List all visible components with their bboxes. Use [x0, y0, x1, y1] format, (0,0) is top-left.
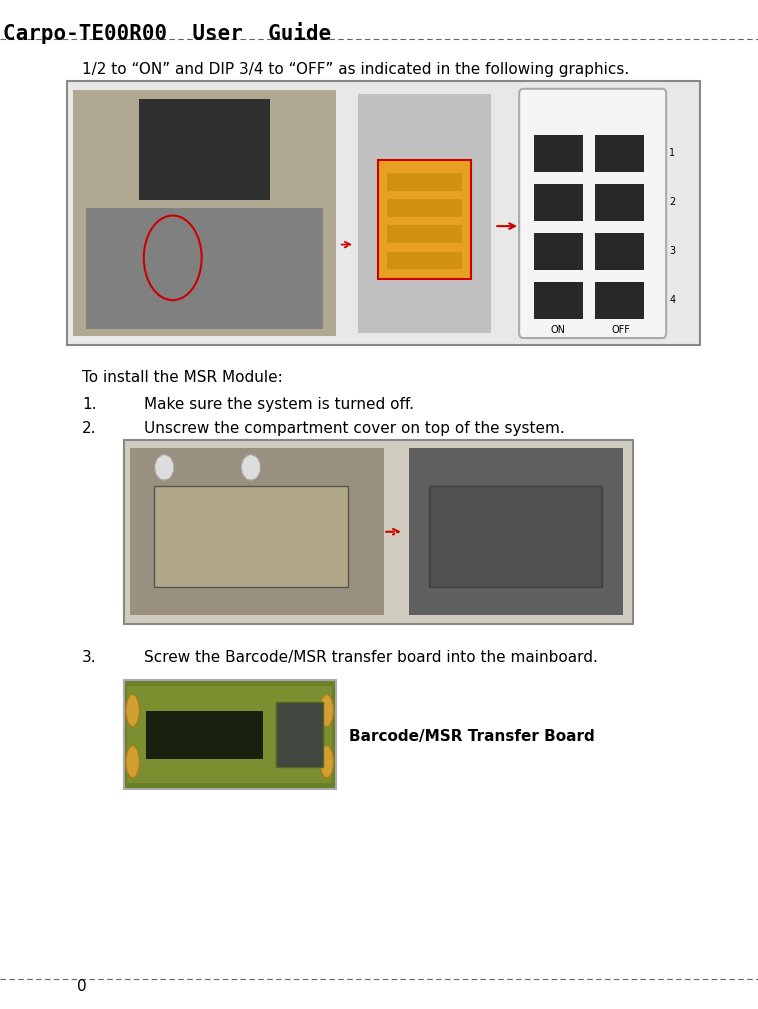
Bar [127, 686, 332, 783]
Text: ON: ON [550, 325, 565, 335]
Text: 1.: 1. [82, 397, 96, 412]
Ellipse shape [155, 455, 174, 480]
Ellipse shape [126, 746, 139, 778]
Text: 1: 1 [669, 148, 675, 158]
Text: Barcode/MSR Transfer Board: Barcode/MSR Transfer Board [349, 730, 594, 744]
Bar [409, 448, 623, 615]
Bar [359, 94, 491, 333]
Bar [387, 225, 462, 243]
Ellipse shape [241, 455, 261, 480]
Ellipse shape [126, 694, 139, 726]
Bar [124, 680, 336, 789]
Bar [596, 233, 644, 269]
Bar [387, 200, 462, 217]
Bar [534, 233, 583, 269]
Text: 2.: 2. [82, 421, 96, 436]
Bar [67, 81, 700, 345]
FancyBboxPatch shape [519, 89, 666, 338]
Bar [378, 160, 471, 278]
Bar [596, 282, 644, 319]
Bar [86, 208, 323, 329]
Text: Make sure the system is turned off.: Make sure the system is turned off. [144, 397, 414, 412]
Text: Carpo-TE00R00  User  Guide: Carpo-TE00R00 User Guide [3, 22, 331, 44]
Bar [277, 702, 323, 767]
Text: OFF: OFF [611, 325, 630, 335]
Bar [596, 184, 644, 221]
Bar [130, 448, 384, 615]
Text: 3: 3 [669, 246, 675, 256]
Text: 4: 4 [669, 296, 675, 305]
Text: 1/2 to “ON” and DIP 3/4 to “OFF” as indicated in the following graphics.: 1/2 to “ON” and DIP 3/4 to “OFF” as indi… [82, 63, 629, 77]
Ellipse shape [320, 746, 334, 778]
Text: 0: 0 [77, 979, 86, 994]
Bar [146, 710, 263, 759]
Bar [139, 99, 270, 200]
Bar [387, 174, 462, 191]
Bar [534, 184, 583, 221]
Text: 3.: 3. [82, 650, 96, 665]
Text: Screw the Barcode/MSR transfer board into the mainboard.: Screw the Barcode/MSR transfer board int… [144, 650, 598, 665]
Bar [534, 282, 583, 319]
Bar [596, 135, 644, 172]
Bar [534, 135, 583, 172]
Bar [387, 251, 462, 269]
Ellipse shape [320, 694, 334, 726]
Text: 2: 2 [669, 198, 675, 207]
Bar [429, 486, 603, 587]
Bar [124, 440, 633, 624]
Text: Unscrew the compartment cover on top of the system.: Unscrew the compartment cover on top of … [144, 421, 565, 436]
Text: To install the MSR Module:: To install the MSR Module: [82, 370, 283, 385]
Bar [154, 486, 348, 587]
Bar [73, 90, 336, 336]
